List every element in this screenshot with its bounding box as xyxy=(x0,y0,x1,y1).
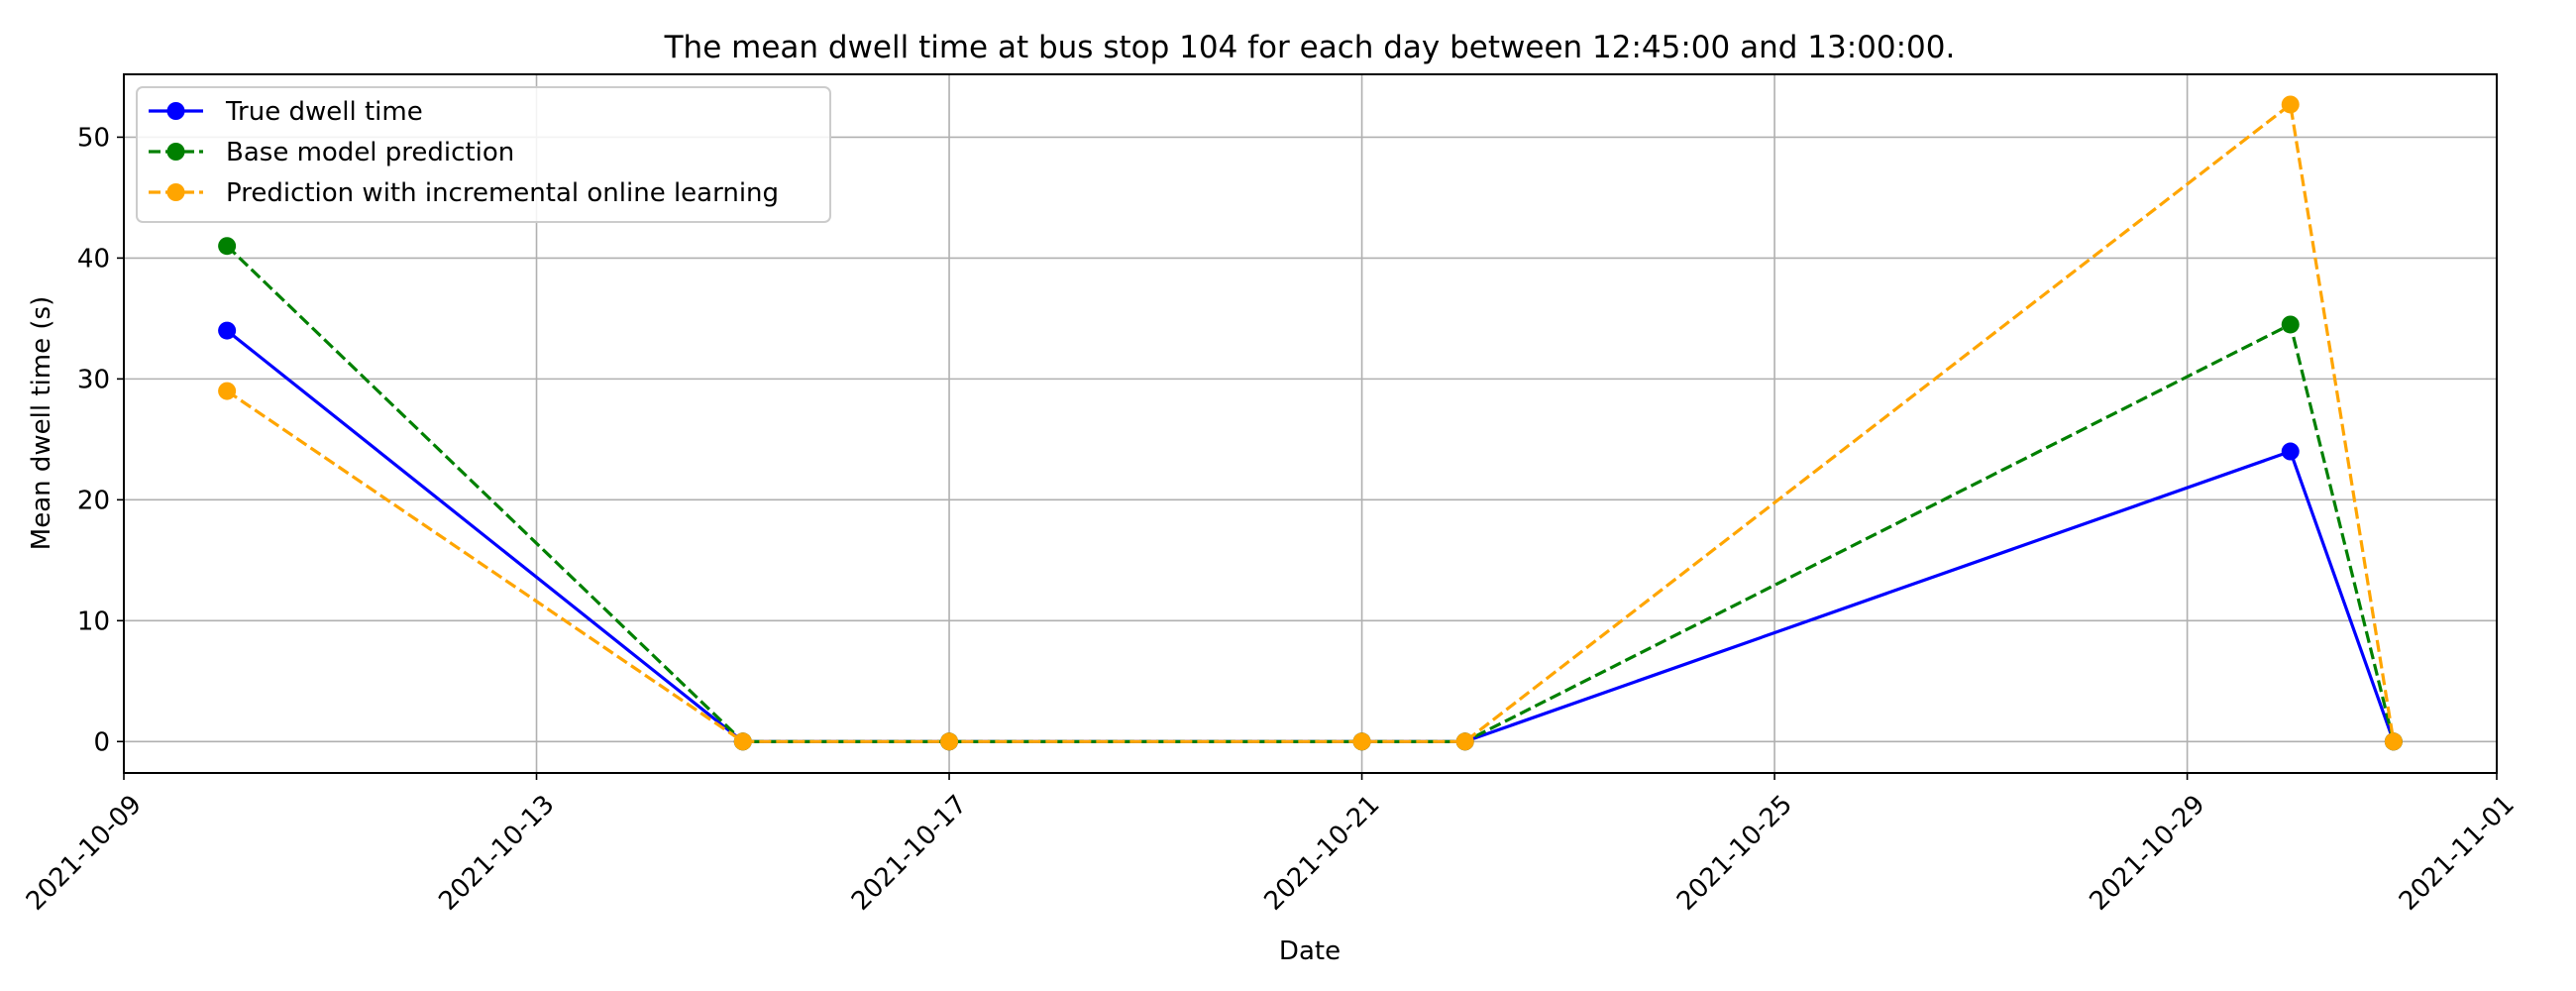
y-tick-label: 30 xyxy=(77,365,110,394)
data-point-prediction-with-incremental-online-learning xyxy=(940,732,959,751)
legend-label: True dwell time xyxy=(225,97,423,127)
data-point-prediction-with-incremental-online-learning xyxy=(2384,732,2403,751)
y-tick-label: 50 xyxy=(77,123,110,153)
x-tick-label: 2021-10-13 xyxy=(433,790,560,917)
x-tick-label: 2021-10-21 xyxy=(1258,790,1385,917)
legend-marker xyxy=(166,183,185,201)
legend-label: Prediction with incremental online learn… xyxy=(226,178,779,208)
legend-label: Base model prediction xyxy=(226,138,514,167)
chart-title: The mean dwell time at bus stop 104 for … xyxy=(664,30,1956,65)
legend-box xyxy=(136,86,831,223)
data-point-prediction-with-incremental-online-learning xyxy=(733,732,752,751)
series-prediction-with-incremental-online-learning xyxy=(218,95,2403,751)
tick-layer: 2021-10-09 2021-10-13 2021-10-17 2021-10-21… xyxy=(21,123,2521,916)
data-point-true-dwell-time xyxy=(218,321,237,340)
data-point-prediction-with-incremental-online-learning xyxy=(1455,732,1474,751)
legend-marker xyxy=(166,102,185,120)
x-tick-label: 2021-11-01 xyxy=(2394,790,2521,917)
data-point-true-dwell-time xyxy=(2281,442,2300,461)
x-tick-label: 2021-10-17 xyxy=(846,790,973,917)
x-tick-label: 2021-10-29 xyxy=(2085,790,2211,917)
data-point-prediction-with-incremental-online-learning xyxy=(1352,732,1371,751)
data-point-prediction-with-incremental-online-learning xyxy=(2281,95,2300,114)
legend: True dwell time Base model prediction Pred… xyxy=(136,86,831,223)
data-point-base-model-prediction xyxy=(2281,315,2300,334)
y-tick-label: 20 xyxy=(77,486,110,515)
x-axis-label: Date xyxy=(1279,936,1341,966)
y-tick-label: 10 xyxy=(77,606,110,636)
series-layer xyxy=(218,95,2403,751)
grid-layer xyxy=(123,74,2498,773)
y-axis-label: Mean dwell time (s) xyxy=(27,296,56,550)
y-tick-label: 0 xyxy=(93,727,110,757)
legend-marker xyxy=(166,143,185,161)
series-line-true-dwell-time xyxy=(226,329,2396,743)
series-line-base-model-prediction xyxy=(226,245,2396,743)
data-point-base-model-prediction xyxy=(218,237,237,256)
y-tick-label: 40 xyxy=(77,244,110,274)
x-tick-label: 2021-10-09 xyxy=(21,790,148,917)
data-point-prediction-with-incremental-online-learning xyxy=(218,382,237,400)
series-true-dwell-time xyxy=(218,321,2403,751)
series-base-model-prediction xyxy=(218,237,2403,751)
plot-frame xyxy=(123,73,2498,774)
legend-item: Prediction with incremental online learn… xyxy=(149,178,779,208)
legend-item: True dwell time xyxy=(149,97,423,127)
x-tick-label: 2021-10-25 xyxy=(1671,790,1798,917)
legend-item: Base model prediction xyxy=(149,138,514,167)
